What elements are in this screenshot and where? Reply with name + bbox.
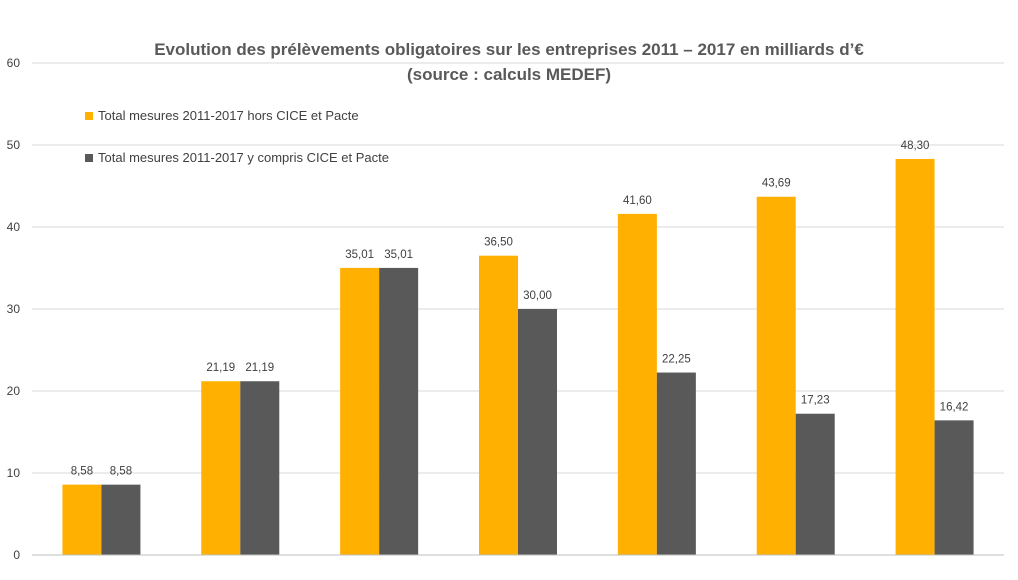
data-label: 8,58 <box>110 466 132 478</box>
data-label: 43,69 <box>762 178 791 190</box>
bar <box>479 255 518 555</box>
legend-swatch <box>85 154 93 162</box>
legend-swatch <box>85 112 93 120</box>
data-label: 35,01 <box>345 249 374 261</box>
y-tick-label: 0 <box>13 548 20 562</box>
y-axis: 0 10 20 30 40 50 60 <box>7 56 21 562</box>
legend-label: Total mesures 2011-2017 y compris CICE e… <box>98 150 389 165</box>
y-tick-label: 10 <box>7 466 21 480</box>
bars <box>62 158 974 555</box>
legend-label: Total mesures 2011-2017 hors CICE et Pac… <box>98 108 359 123</box>
bar <box>201 381 241 555</box>
chart-subtitle: (source : calculs MEDEF) <box>407 65 611 84</box>
data-label: 8,58 <box>71 466 93 478</box>
bar <box>656 372 696 555</box>
bar <box>795 413 835 555</box>
data-labels: 8,58 21,19 35,01 36,50 41,60 43,69 48,30 8,58 21… <box>71 140 969 478</box>
bar <box>340 267 380 555</box>
y-tick-label: 30 <box>7 302 21 316</box>
bar <box>62 484 102 555</box>
y-tick-label: 60 <box>7 56 21 70</box>
chart-title: Evolution des prélèvements obligatoires … <box>154 40 864 59</box>
data-label: 22,25 <box>662 354 691 366</box>
y-tick-label: 50 <box>7 138 21 152</box>
bar <box>934 420 974 555</box>
bar <box>379 267 419 555</box>
data-label: 17,23 <box>801 395 830 407</box>
data-label: 30,00 <box>523 290 552 302</box>
data-label: 35,01 <box>384 249 413 261</box>
bar <box>101 484 141 555</box>
bar <box>518 309 557 555</box>
data-label: 41,60 <box>623 195 652 207</box>
legend: Total mesures 2011-2017 hors CICE et Pac… <box>85 108 389 165</box>
data-label: 21,19 <box>206 362 235 374</box>
bar <box>240 381 280 555</box>
bar <box>895 158 935 555</box>
data-label: 21,19 <box>245 362 274 374</box>
y-tick-label: 20 <box>7 384 21 398</box>
data-label: 48,30 <box>901 140 930 152</box>
bar <box>617 213 657 555</box>
y-tick-label: 40 <box>7 220 21 234</box>
bar <box>756 196 796 555</box>
data-label: 16,42 <box>940 401 969 413</box>
data-label: 36,50 <box>484 237 513 249</box>
